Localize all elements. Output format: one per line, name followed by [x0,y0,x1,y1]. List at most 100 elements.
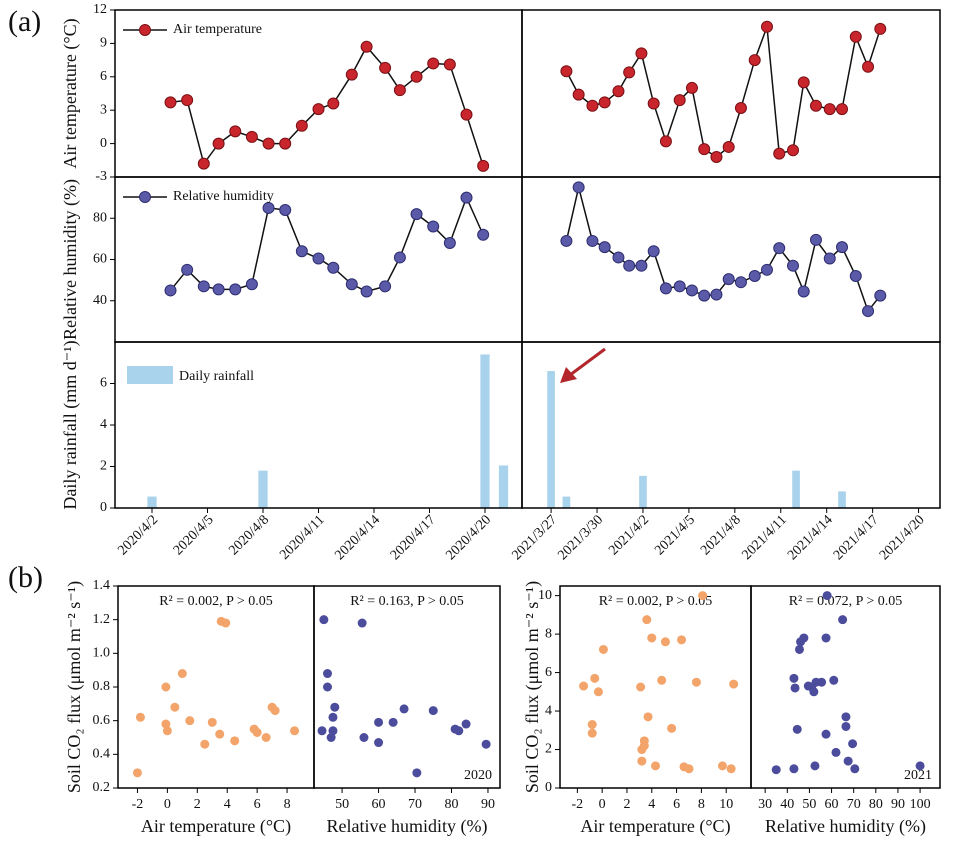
point [461,719,471,729]
y-tick-label: 0 [100,136,107,151]
point [790,683,800,693]
x-axis-label: Relative humidity (%) [765,816,926,837]
point [760,263,773,276]
bar [147,496,157,508]
point [789,764,799,774]
point [831,747,841,757]
point [262,201,275,214]
point [207,717,217,727]
point [659,135,672,148]
bar [792,470,800,508]
point [915,761,925,771]
plot-frame [521,176,941,343]
x-tick-label: 2020/4/14 [332,512,383,563]
point [748,270,761,282]
point [322,669,332,679]
plot-frame [117,585,315,789]
point [799,633,809,643]
point [587,728,597,738]
point [330,702,340,712]
x-tick-label: -2 [132,797,144,812]
point [647,97,660,110]
point [177,669,187,679]
point [598,96,611,109]
point [677,635,687,645]
year-note: 2021 [904,768,932,783]
point [862,305,875,318]
x-tick-label: 30 [758,797,772,812]
point [651,761,660,771]
y-tick-label: 60 [93,252,107,267]
point [685,284,698,297]
point [797,285,810,298]
legend-marker [139,24,151,36]
point [722,273,735,286]
point [673,280,686,293]
point [722,140,735,153]
point [379,280,392,293]
x-tick-label: -2 [572,797,584,812]
point [698,289,711,302]
plot-frame [313,585,501,789]
x-tick-label: 100 [910,797,931,812]
x-tick-label: 2 [623,797,630,812]
x-axis-label: Air temperature (°C) [580,816,730,837]
point [262,137,275,150]
bar [480,354,490,508]
point [823,103,836,116]
point [221,618,231,628]
point [560,65,573,78]
x-tick-label: 2020/4/11 [277,512,327,562]
point [560,234,573,247]
point [200,739,210,749]
point [162,726,172,736]
x-tick-label: 50 [335,797,349,812]
x-tick-label: 8 [284,797,291,812]
point [673,94,686,107]
point [789,673,799,683]
point [809,99,822,112]
arrow [569,347,606,377]
point [443,237,456,249]
x-tick-label: 2021/4/14 [785,512,836,563]
point [212,283,225,296]
annotation: R² = 0.002, P > 0.05 [159,594,273,609]
series-line [169,195,484,293]
y-tick-label: 1.2 [93,612,111,627]
x-tick-label: 6 [254,797,261,812]
point [327,97,340,110]
point [586,99,599,112]
point [647,633,657,643]
point [135,712,145,722]
point [345,278,358,291]
y-tick-label: 2 [100,459,107,474]
point [849,30,862,43]
point [161,682,171,692]
x-tick-label: 2021/4/17 [831,512,882,563]
x-tick-label: 2021/3/27 [509,512,560,563]
point [245,278,258,291]
x-axis-label: Air temperature (°C) [141,816,291,837]
point [230,736,240,746]
point [328,726,338,736]
x-tick-label: 2021/3/30 [555,512,606,563]
point [874,289,887,302]
y-tick-label: 6 [545,665,552,680]
point [410,70,423,83]
x-tick-label: 2021/4/5 [652,512,698,558]
point [477,159,490,172]
legend-marker [139,191,151,203]
point [181,94,194,107]
point [821,633,831,643]
point [636,682,646,692]
annotation: R² = 0.002, P > 0.05 [599,594,713,609]
point [279,204,292,216]
x-tick-label: 70 [847,797,861,812]
point [729,679,739,689]
point [427,220,440,233]
point [393,84,406,97]
point [647,245,660,258]
point [359,733,369,742]
